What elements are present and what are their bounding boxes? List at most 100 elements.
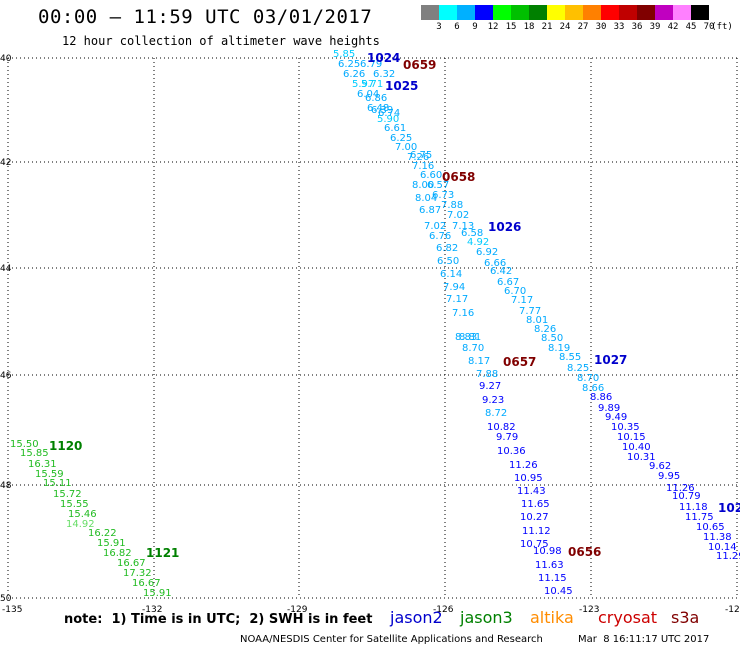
color-scale-label: 27 — [577, 22, 589, 32]
color-scale-swatch — [547, 5, 565, 20]
mission-legend-entry: s3a — [671, 608, 700, 627]
wave-height-value: 11.75 — [685, 512, 714, 523]
wave-height-value: 7.02 — [447, 210, 469, 221]
color-scale-label: 18 — [523, 22, 535, 32]
color-scale-unit: (ft) — [711, 22, 733, 32]
wave-height-value: 6.73 — [432, 190, 454, 201]
wave-height-value: 11.38 — [703, 532, 732, 543]
wave-height-value: 11.18 — [679, 502, 708, 513]
color-scale-swatch — [565, 5, 583, 20]
wave-height-value: 11.26 — [509, 460, 538, 471]
wave-height-value: 6.39 — [371, 105, 393, 116]
wave-height-value: 6.57 — [427, 180, 449, 191]
track-time-label: 0658 — [442, 170, 475, 184]
wave-height-value: 9.89 — [598, 403, 620, 414]
color-scale-label: 12 — [487, 22, 499, 32]
wave-height-value: 9.62 — [649, 461, 671, 472]
wave-height-value: 6.67 — [497, 277, 519, 288]
wave-height-value: 6.25 — [338, 59, 360, 70]
wave-height-value: 8.66 — [582, 383, 604, 394]
wave-height-value: 15.11 — [43, 478, 72, 489]
track-time-label: 102 — [718, 501, 740, 515]
color-scale-label: 42 — [667, 22, 679, 32]
wave-height-value: 5.90 — [377, 114, 399, 125]
wave-height-value: 7.94 — [443, 282, 465, 293]
y-tick-label: 46 — [0, 371, 12, 381]
wave-height-value: 6.14 — [440, 269, 462, 280]
color-scale-label: 39 — [649, 22, 661, 32]
wave-height-value: 8.83 — [455, 332, 477, 343]
y-tick-label: 42 — [0, 158, 11, 168]
color-scale-swatch — [655, 5, 673, 20]
wave-height-value: 7.16 — [412, 161, 434, 172]
wave-height-value: 7.26 — [407, 152, 429, 163]
color-scale-swatch — [457, 5, 475, 20]
color-scale-label: 21 — [541, 22, 553, 32]
wave-height-value: 7.88 — [441, 200, 463, 211]
track-time-label: 1025 — [385, 79, 418, 93]
wave-height-value: 10.45 — [544, 586, 573, 597]
wave-height-value: 11.29 — [716, 551, 740, 562]
wave-height-value: 10.95 — [514, 473, 543, 484]
wave-height-value: 6.76 — [429, 231, 451, 242]
track-time-label: 1121 — [146, 546, 179, 560]
wave-height-value: 5.71 — [361, 79, 383, 90]
y-tick-label: 44 — [0, 264, 12, 274]
wave-height-value: 7.77 — [519, 306, 541, 317]
wave-height-value: 6.86 — [365, 93, 387, 104]
wave-height-value: 11.15 — [538, 573, 567, 584]
wave-height-value: 6.92 — [476, 247, 498, 258]
color-scale-label: 3 — [436, 22, 442, 32]
y-tick-label: 48 — [0, 481, 12, 491]
wave-height-value: 11.26 — [666, 483, 695, 494]
color-scale-label: 70 — [703, 22, 715, 32]
color-scale-swatch — [511, 5, 529, 20]
y-tick-label: 50 — [0, 594, 12, 604]
wave-height-value: 10.75 — [520, 539, 549, 550]
color-scale-label: 30 — [595, 22, 607, 32]
wave-height-value: 6.60 — [420, 170, 442, 181]
wave-height-value: 6.87 — [419, 205, 441, 216]
wave-height-value: 6.75 — [410, 150, 432, 161]
wave-height-value: 6.32 — [373, 69, 395, 80]
track-time-label: 0657 — [503, 355, 536, 369]
wave-height-value: 6.26 — [343, 69, 365, 80]
color-scale-label: 45 — [685, 22, 697, 32]
wave-height-value: 16.82 — [103, 548, 132, 559]
color-scale-label: 15 — [505, 22, 517, 32]
wave-height-value: 10.15 — [617, 432, 646, 443]
wave-height-value: 8.01 — [526, 315, 548, 326]
wave-height-value: 4.92 — [467, 237, 489, 248]
wave-height-value: 10.98 — [533, 546, 562, 557]
track-time-label: 1120 — [49, 439, 82, 453]
wave-height-value: 6.58 — [461, 228, 483, 239]
x-tick-label: -123 — [579, 605, 599, 615]
wave-height-value: 8.17 — [468, 356, 490, 367]
wave-height-value: 10.31 — [627, 452, 656, 463]
wave-height-value: 6.79 — [360, 59, 382, 70]
wave-height-value: 8.86 — [590, 392, 612, 403]
color-scale-label: 33 — [613, 22, 625, 32]
wave-height-value: 11.63 — [535, 560, 564, 571]
wave-height-value: 11.43 — [517, 486, 546, 497]
generation-timestamp: Mar 8 16:11:17 UTC 2017 — [578, 634, 710, 645]
x-tick-label: -129 — [287, 605, 308, 615]
wave-height-value: 6.74 — [378, 108, 400, 119]
x-tick-label: -120 — [725, 605, 740, 615]
wave-height-value: 8.04 — [415, 193, 437, 204]
wave-height-value: 15.59 — [35, 469, 64, 480]
wave-height-value: 9.49 — [605, 412, 627, 423]
y-tick-label: 40 — [0, 54, 12, 64]
wave-height-value: 10.27 — [520, 512, 549, 523]
chart-title: 00:00 – 11:59 UTC 03/01/2017 — [38, 6, 373, 28]
wave-height-value: 16.31 — [28, 459, 57, 470]
wave-height-value: 7.17 — [446, 294, 468, 305]
credit-line: NOAA/NESDIS Center for Satellite Applica… — [240, 634, 543, 645]
wave-height-value: 8.19 — [548, 343, 570, 354]
x-tick-label: -126 — [433, 605, 454, 615]
color-scale-swatch — [637, 5, 655, 20]
track-time-label: 1026 — [488, 220, 521, 234]
color-scale-swatch — [601, 5, 619, 20]
wave-height-value: 7.17 — [511, 295, 533, 306]
